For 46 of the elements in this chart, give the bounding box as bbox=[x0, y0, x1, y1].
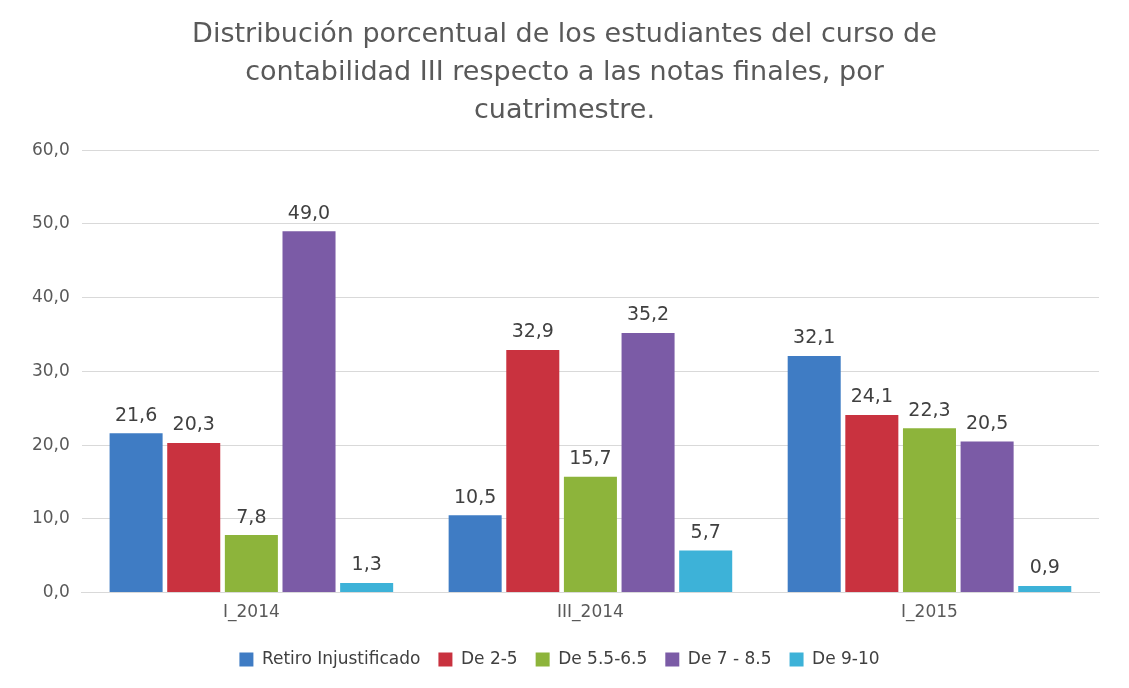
legend-label: Retiro Injustificado bbox=[261, 647, 421, 668]
y-tick-label: 60,0 bbox=[31, 138, 70, 159]
bar bbox=[224, 535, 278, 593]
y-tick-label: 40,0 bbox=[31, 286, 70, 307]
data-label: 21,6 bbox=[114, 402, 158, 425]
y-tick-label: 10,0 bbox=[31, 507, 70, 528]
data-label: 20,5 bbox=[965, 410, 1009, 433]
y-tick-label: 0,0 bbox=[42, 581, 70, 602]
data-label: 32,1 bbox=[793, 325, 836, 348]
bar bbox=[960, 441, 1014, 593]
legend-label: De 5.5-6.5 bbox=[558, 647, 648, 668]
bar bbox=[167, 442, 221, 593]
y-tick-label: 30,0 bbox=[31, 359, 70, 380]
bar bbox=[902, 428, 956, 593]
data-label: 0,9 bbox=[1029, 555, 1060, 578]
y-tick-label: 20,0 bbox=[31, 433, 70, 454]
legend-label: De 2-5 bbox=[460, 647, 518, 668]
data-label: 5,7 bbox=[690, 520, 721, 543]
bar bbox=[787, 355, 841, 593]
bar bbox=[109, 433, 163, 593]
x-tick-label: I_2014 bbox=[222, 601, 280, 623]
data-label: 7,8 bbox=[236, 504, 267, 527]
data-label: 24,1 bbox=[850, 384, 893, 407]
data-label: 20,3 bbox=[172, 412, 215, 435]
data-label: 1,3 bbox=[351, 552, 382, 575]
y-tick-label: 50,0 bbox=[31, 212, 70, 233]
data-label: 15,7 bbox=[569, 446, 612, 469]
bar bbox=[679, 550, 733, 593]
x-tick-label: I_2015 bbox=[901, 601, 958, 623]
bar bbox=[448, 515, 502, 593]
data-label: 10,5 bbox=[453, 484, 497, 507]
data-label: 49,0 bbox=[287, 200, 331, 223]
data-label: 32,9 bbox=[511, 319, 554, 342]
bar bbox=[563, 476, 617, 593]
bar bbox=[340, 583, 394, 593]
data-label: 22,3 bbox=[908, 397, 951, 420]
chart-title: Distribución porcentual de los estudiantes del curso de contabilidad III respecto a las notas finales, por cuatrimestre. bbox=[191, 16, 938, 126]
legend-label: De 9-10 bbox=[812, 647, 880, 668]
bar bbox=[1018, 585, 1072, 593]
data-label: 35,2 bbox=[626, 302, 670, 325]
bar bbox=[621, 333, 675, 593]
bar bbox=[845, 414, 899, 593]
bar bbox=[282, 231, 336, 593]
bar bbox=[506, 350, 560, 593]
legend-label: De 7 - 8.5 bbox=[687, 647, 772, 668]
x-tick-label: III_2014 bbox=[557, 601, 624, 623]
